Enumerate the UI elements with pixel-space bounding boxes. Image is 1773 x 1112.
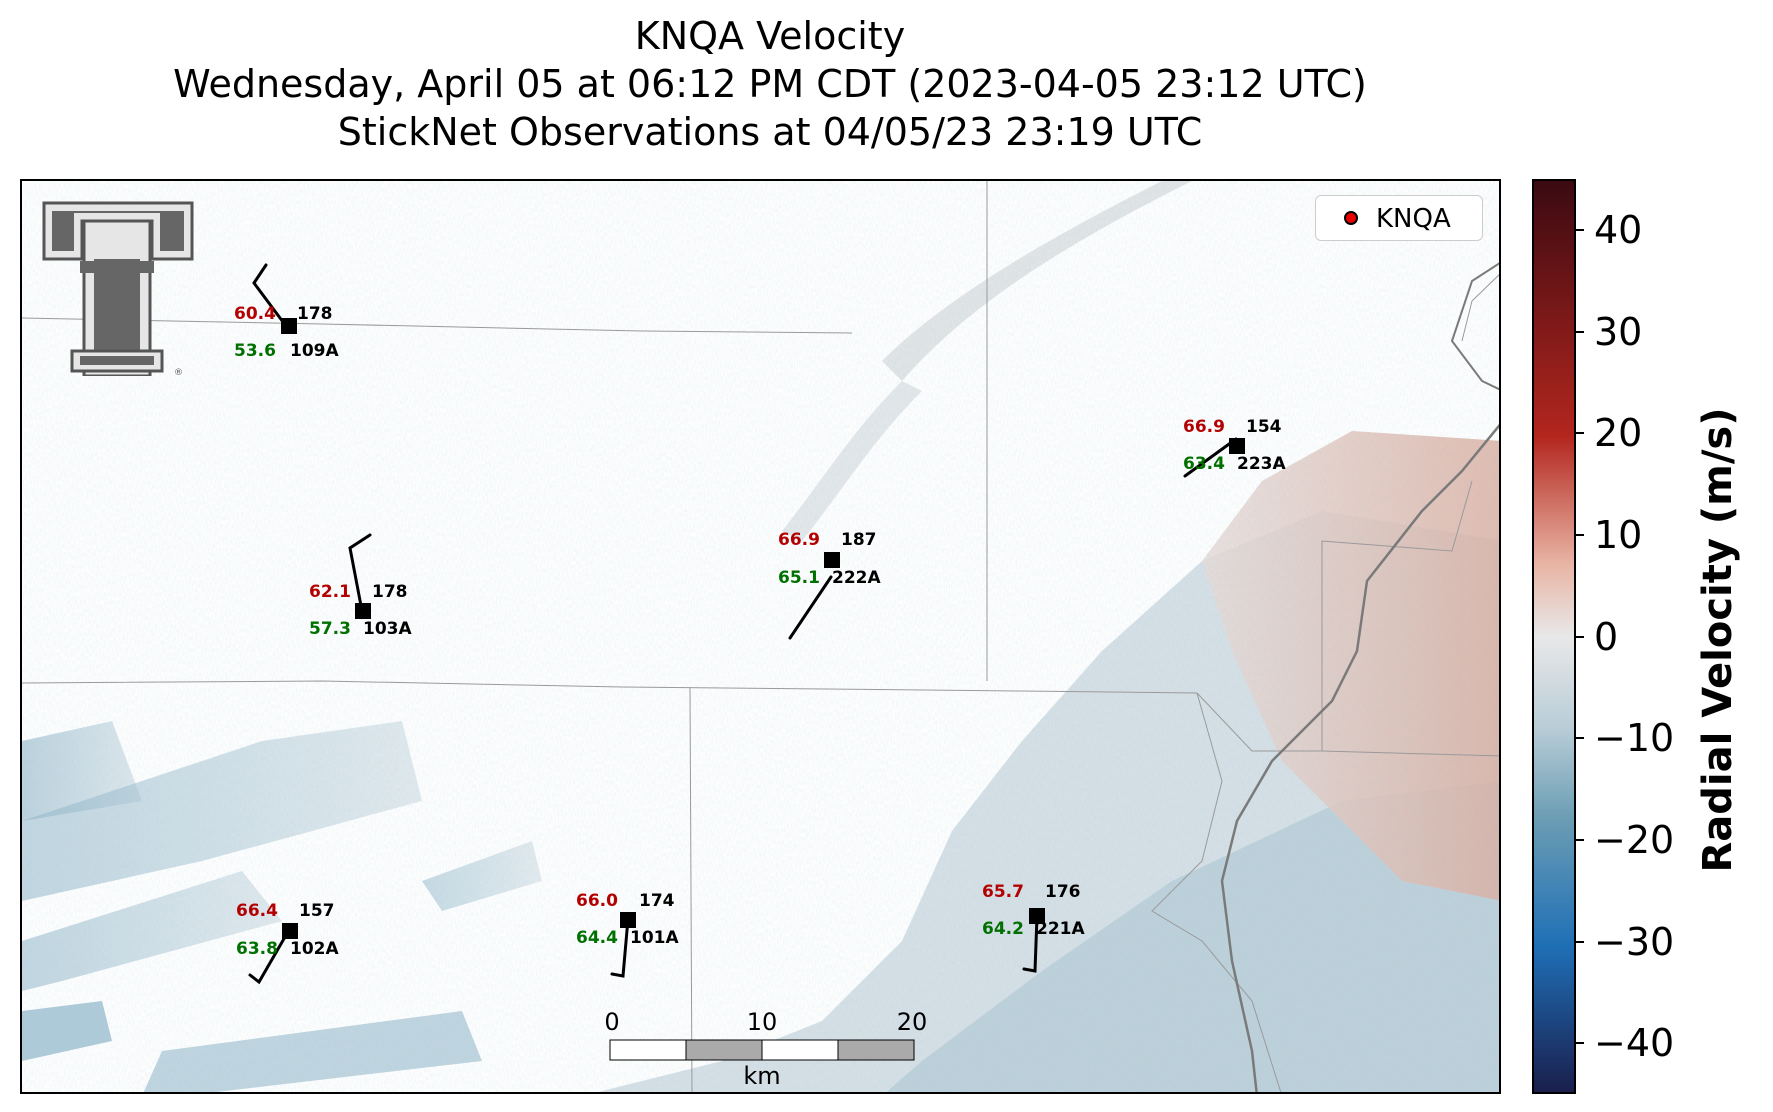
station-dew: 53.6 [234,341,276,361]
station-temp: 66.0 [576,891,618,911]
colorbar-tick-label: 30 [1594,309,1643,354]
colorbar-tick-label: −30 [1594,919,1675,964]
station-dir: 187 [841,530,877,550]
station-dir: 178 [297,304,333,324]
station-marker [824,552,840,568]
state-boundary [1220,423,1499,1092]
radar-map: ® KNQA 60.4 178 53.6 109A 62.1 178 57.3 … [20,179,1501,1094]
velocity-colorbar [1532,179,1576,1094]
colorbar-tick-mark [1576,940,1584,943]
title-line-1: KNQA Velocity [634,14,906,58]
colorbar-tick-mark [1576,228,1584,231]
scale-label-10: 10 [746,1008,778,1036]
wind-barb-109A [252,263,288,328]
title-line-2: Wednesday, April 05 at 06:12 PM CDT (202… [173,62,1367,106]
station-temp: 66.4 [236,901,278,921]
colorbar-tick-label: −20 [1594,817,1675,862]
station-marker [282,923,298,939]
wind-barbs [248,263,1238,985]
colorbar-tick-label: −10 [1594,716,1675,761]
station-dir: 157 [299,901,335,921]
colorbar-label: Radial Velocity (m/s) [1695,407,1741,873]
radar-site-marker-icon [1344,211,1358,225]
scale-label-20: 20 [896,1008,928,1036]
station-dir: 178 [372,582,408,602]
scale-label-0: 0 [604,1008,620,1036]
colorbar-tick-label: 0 [1594,614,1619,659]
station-dew: 65.1 [778,568,820,588]
station-id: 221A [1036,919,1085,939]
station-dew: 64.2 [982,919,1024,939]
station-temp: 62.1 [309,582,351,602]
station-dew: 63.4 [1183,454,1225,474]
colorbar-tick-label: 40 [1594,207,1643,252]
colorbar-tick-label: 20 [1594,411,1643,456]
station-id: 222A [832,568,881,588]
station-marker [620,912,636,928]
station-dir: 174 [639,891,675,911]
wind-barb-221A [1022,914,1039,973]
colorbar-tick-mark [1576,1042,1584,1045]
station-id: 102A [290,939,339,959]
title-line-3: StickNet Observations at 04/05/23 23:19 … [337,110,1203,154]
wind-barb-102A [248,928,291,985]
station-id: 101A [630,928,679,948]
wind-barb-223A [1183,437,1238,478]
station-dir: 154 [1246,417,1282,437]
county-boundaries [22,181,1499,1092]
station-temp: 66.9 [778,530,820,550]
station-marker [1229,438,1245,454]
map-legend: KNQA [1315,195,1483,241]
station-dir: 176 [1045,882,1081,902]
station-dew: 57.3 [309,619,351,639]
station-id: 223A [1237,454,1286,474]
scale-unit: km [743,1062,781,1090]
station-id: 103A [363,619,412,639]
station-marker [1029,908,1045,924]
station-id: 109A [290,341,339,361]
wind-barb-222A [788,575,833,640]
map-layers [22,181,1499,1092]
colorbar-tick-mark [1576,432,1584,435]
station-temp: 66.9 [1183,417,1225,437]
wind-barb-103A [348,533,372,613]
colorbar-tick-label: −40 [1594,1021,1675,1066]
station-dew: 64.4 [576,928,618,948]
colorbar-tick-mark [1576,533,1584,536]
colorbar-tick-mark [1576,737,1584,740]
colorbar-tick-mark [1576,330,1584,333]
station-dew: 63.8 [236,939,278,959]
colorbar-tick-mark [1576,635,1584,638]
colorbar-tick-label: 10 [1594,512,1643,557]
station-marker [355,603,371,619]
station-marker [281,318,297,334]
colorbar-tick-mark [1576,838,1584,841]
station-temp: 60.4 [234,304,276,324]
double-t-logo-icon: ® [42,201,194,376]
legend-label: KNQA [1376,204,1451,234]
svg-text:®: ® [174,368,183,376]
wind-barb-101A [610,917,630,978]
station-temp: 65.7 [982,882,1024,902]
